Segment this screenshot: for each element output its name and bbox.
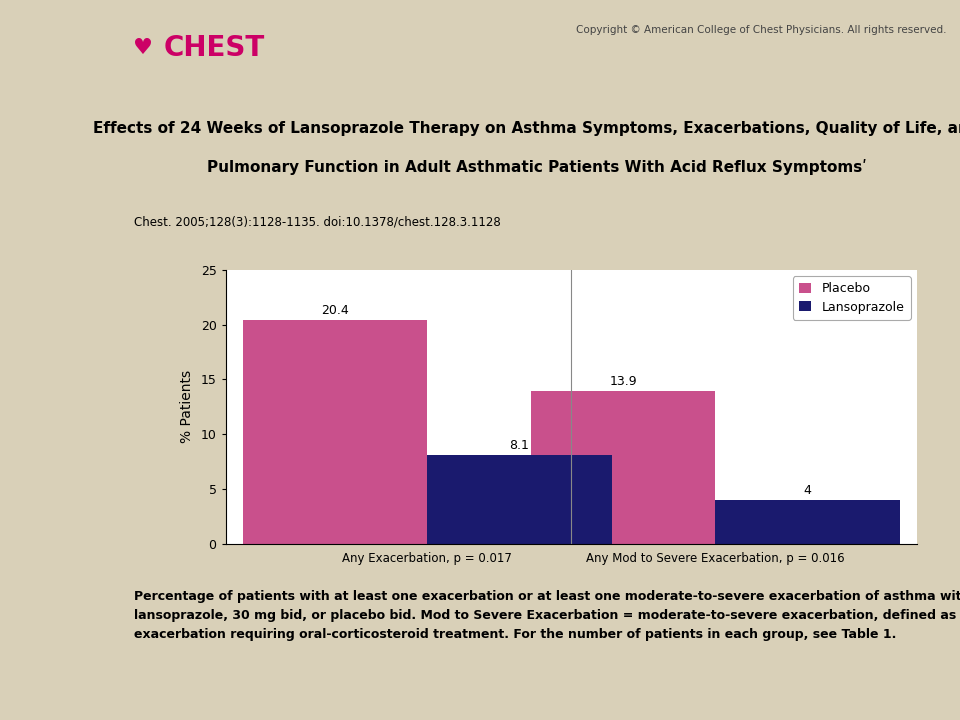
Text: 4: 4 <box>804 484 811 497</box>
Bar <box>715 500 900 544</box>
Text: Percentage of patients with at least one exacerbation or at least one moderate-t: Percentage of patients with at least one… <box>134 590 960 642</box>
Text: Pulmonary Function in Adult Asthmatic Patients With Acid Reflux Symptomsʹ: Pulmonary Function in Adult Asthmatic Pa… <box>206 159 867 175</box>
Text: Chest. 2005;128(3):1128-1135. doi:10.1378/chest.128.3.1128: Chest. 2005;128(3):1128-1135. doi:10.137… <box>134 215 501 228</box>
Text: ♥: ♥ <box>132 38 153 58</box>
Text: CHEST: CHEST <box>164 35 265 63</box>
Text: 20.4: 20.4 <box>322 304 348 317</box>
Bar <box>243 320 427 544</box>
Y-axis label: % Patients: % Patients <box>180 370 194 444</box>
Text: Copyright © American College of Chest Physicians. All rights reserved.: Copyright © American College of Chest Ph… <box>576 25 947 35</box>
Bar <box>427 455 612 544</box>
Text: Effects of 24 Weeks of Lansoprazole Therapy on Asthma Symptoms, Exacerbations, Q: Effects of 24 Weeks of Lansoprazole Ther… <box>93 121 960 136</box>
Text: 13.9: 13.9 <box>610 375 636 388</box>
Legend: Placebo, Lansoprazole: Placebo, Lansoprazole <box>793 276 910 320</box>
Text: 8.1: 8.1 <box>510 438 529 451</box>
Bar <box>531 392 715 544</box>
